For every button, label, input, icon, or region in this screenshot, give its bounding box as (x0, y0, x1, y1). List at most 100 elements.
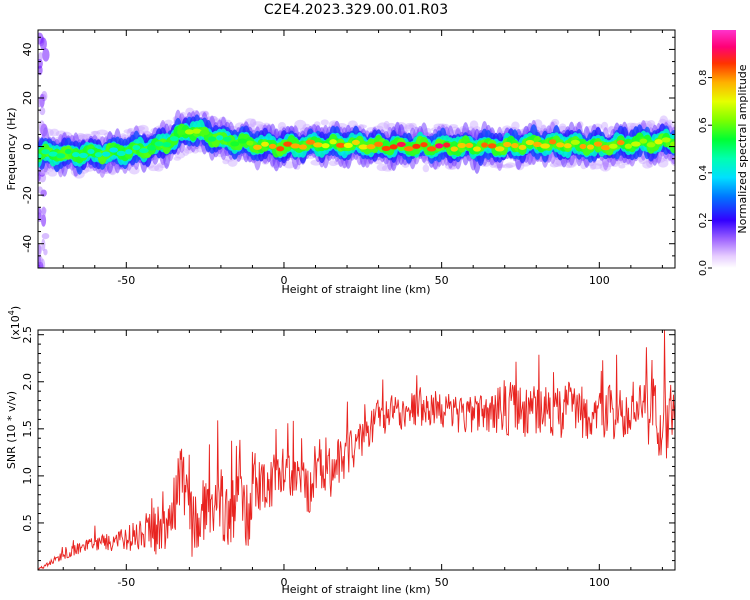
heatmap-peak-cell (41, 149, 50, 155)
colorbar: 0.0 0.2 0.4 0.6 0.8 Normalized spectral ampl… (698, 30, 749, 276)
snr-panel: -50 0 50 100 0.5 1.0 1.5 2.0 2.5 Height of strai… (5, 306, 676, 596)
heatmap-peak-cell (125, 149, 133, 155)
figure-title: C2E4.2023.329.00.01.R03 (264, 2, 448, 18)
heatmap-noise-cell (40, 207, 47, 215)
heatmap-halo-cell (47, 170, 58, 177)
heatmap-halo-cell (154, 164, 164, 172)
heatmap-noise-cell (39, 107, 46, 116)
snr-y-multiplier-exponent: 4 (7, 310, 16, 315)
heatmap-peak-cell (556, 142, 565, 148)
heatmap-peak-cell (358, 144, 369, 150)
heatmap-noise-cell (38, 213, 43, 223)
heatmap-peak-cell (570, 139, 580, 145)
snr-x-axis-label: Height of straight line (km) (281, 583, 430, 596)
heatmap-halo-cell (49, 128, 60, 137)
heatmap-halo-cell (376, 163, 388, 172)
heatmap-halo-cell (148, 165, 160, 172)
snr-y-tick-label: 2.0 (21, 373, 34, 391)
heatmap-halo-cell (618, 164, 626, 169)
heatmap-peak-cell (366, 144, 376, 150)
heatmap-peak-cell (94, 152, 103, 158)
heatmap-halo-cell (589, 161, 597, 170)
heatmap-halo-cell (249, 118, 257, 128)
heatmap-peak-cell (56, 153, 66, 159)
heatmap-peak-cell (412, 143, 421, 149)
heatmap-peak-cell (87, 148, 95, 155)
heatmap-peak-cell (396, 141, 406, 148)
heatmap-peak-cell (223, 136, 232, 142)
heatmap-halo-cell (227, 158, 238, 167)
heatmap-peak-cell (305, 139, 316, 145)
heatmap-peak-cell (487, 143, 497, 149)
snr-y-tick-label: 0.5 (21, 514, 34, 532)
heatmap-peak-cell (101, 151, 111, 157)
heatmap-peak-cell (162, 142, 171, 148)
heatmap-halo-cell (96, 129, 109, 136)
colorbar-tick-label: 0.4 (698, 165, 709, 181)
heatmap-halo-cell (182, 148, 190, 156)
heatmap-x-tick-label: -50 (117, 274, 135, 287)
heatmap-peak-cell (631, 141, 641, 147)
heatmap-frame (37, 29, 676, 269)
heatmap-peak-cell (199, 130, 210, 136)
heatmap-peak-cell (420, 142, 428, 148)
heatmap-peak-cell (586, 144, 595, 150)
heatmap-halo-cell (283, 161, 295, 169)
heatmap-peak-cell (465, 142, 474, 149)
heatmap-halo-cell (137, 124, 149, 134)
heatmap-peak-cell (381, 145, 391, 152)
heatmap-peak-cell (374, 141, 384, 147)
colorbar-label: Normalized spectral amplitude (736, 64, 749, 233)
heatmap-peak-cell (313, 142, 323, 148)
heatmap-peak-cell (525, 139, 535, 146)
heatmap-peak-cell (654, 139, 663, 145)
snr-y-tick-label: 1.0 (21, 467, 34, 485)
heatmap-peak-cell (600, 145, 611, 151)
heatmap-peak-cell (139, 147, 149, 154)
heatmap-peak-cell (335, 142, 346, 148)
heatmap-noise-cell (38, 51, 43, 62)
snr-x-tick-label: -50 (117, 576, 135, 589)
heatmap-peak-cell (624, 143, 632, 149)
heatmap-peak-cell (261, 141, 269, 147)
heatmap-peak-cell (38, 153, 42, 159)
heatmap-peak-cell (78, 152, 88, 159)
heatmap-noise-cell (38, 58, 43, 69)
colorbar-tick-label: 0.0 (698, 260, 709, 276)
heatmap-halo-cell (294, 119, 307, 130)
colorbar-tick-label: 0.2 (698, 212, 709, 228)
heatmap-halo-cell (594, 159, 605, 166)
heatmap-halo-cell (505, 162, 516, 168)
heatmap-noise-cell (42, 48, 50, 62)
heatmap-peak-cell (298, 144, 307, 150)
heatmap-peak-cell (646, 142, 656, 148)
heatmap-peak-cell (563, 143, 572, 149)
heatmap-panel: -50 0 50 100 -40 -20 0 20 40 Height of straight … (5, 29, 676, 296)
heatmap-halo-cell (377, 122, 389, 132)
heatmap-halo-cell (320, 119, 329, 126)
heatmap-peak-cell (593, 141, 603, 147)
heatmap-peak-cell (533, 141, 542, 147)
snr-y-tick-label: 2.5 (21, 326, 34, 344)
heatmap-peak-cell (540, 143, 550, 149)
snr-marks (38, 330, 675, 570)
heatmap-peak-cell (481, 142, 488, 148)
heatmap-peak-cell (503, 141, 512, 148)
heatmap-peak-cell (237, 138, 247, 144)
heatmap-halo-cell (511, 121, 520, 130)
heatmap-peak-cell (329, 139, 337, 145)
heatmap-peak-cell (192, 128, 202, 134)
heatmap-halo-cell (92, 130, 101, 136)
heatmap-y-tick-label: -40 (21, 235, 34, 253)
heatmap-peak-cell (184, 129, 194, 135)
heatmap-halo-cell (590, 163, 603, 170)
heatmap-peak-cell (389, 144, 398, 150)
heatmap-y-tick-label: -20 (21, 186, 34, 204)
heatmap-peak-cell (64, 148, 72, 155)
snr-series-line (38, 330, 675, 570)
heatmap-peak-cell (443, 142, 451, 148)
heatmap-peak-cell (426, 146, 437, 152)
heatmap-halo-cell (422, 164, 430, 173)
heatmap-halo-cell (647, 120, 656, 128)
heatmap-peak-cell (549, 139, 557, 145)
